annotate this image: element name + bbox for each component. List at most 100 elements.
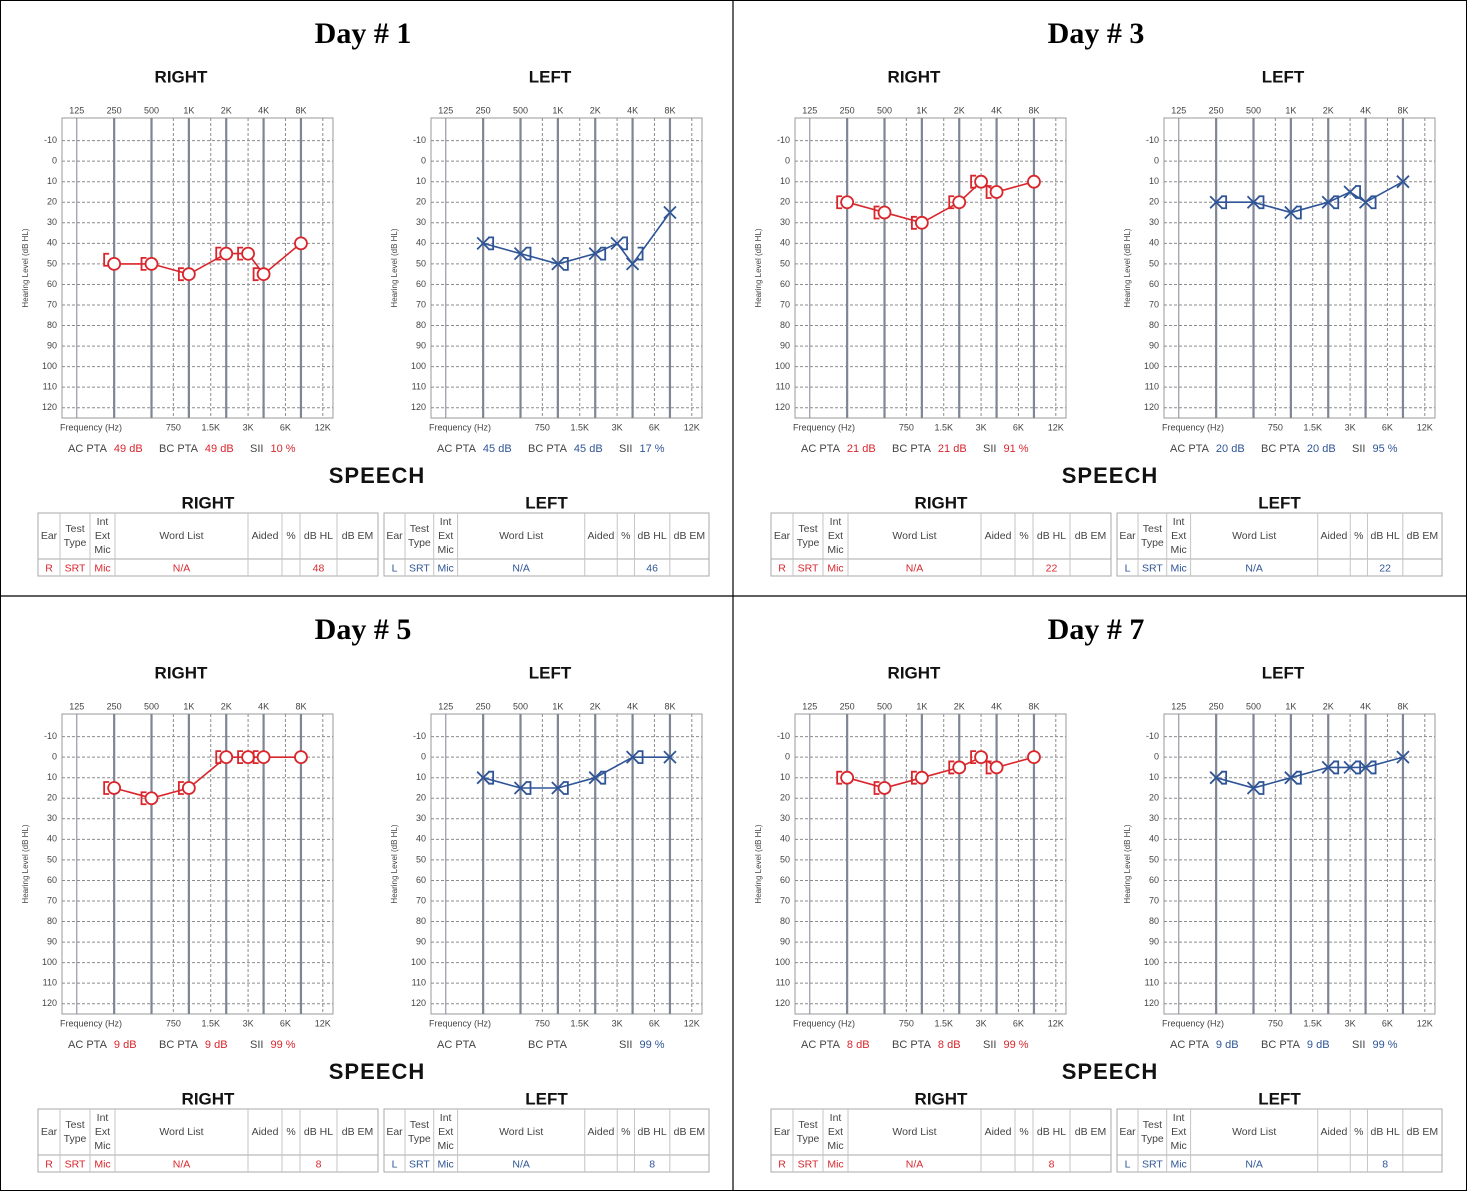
column-header: Type <box>1141 537 1164 549</box>
y-tick-label: 60 <box>47 875 57 885</box>
bc-marker <box>252 267 259 282</box>
x-axis-label: Frequency (Hz) <box>429 422 491 432</box>
x-tick-label: 2K <box>1323 701 1334 711</box>
x-axis-label: Frequency (Hz) <box>1162 1018 1224 1028</box>
table-cell: Mic <box>437 1158 453 1170</box>
y-tick-label: 40 <box>1149 238 1159 248</box>
summary-label: SII <box>1352 1039 1365 1051</box>
column-header: dB EM <box>674 530 706 542</box>
bc-marker <box>1258 195 1265 210</box>
y-tick-label: 80 <box>1149 320 1159 330</box>
table-cell: SRT <box>1142 1158 1163 1170</box>
y-axis-label: Hearing Level (dB HL) <box>390 228 399 307</box>
summary-label: AC PTA <box>68 443 108 455</box>
table-title: RIGHT <box>915 1089 969 1108</box>
x-tick-label: 1K <box>1285 701 1296 711</box>
chart-title: RIGHT <box>888 67 942 86</box>
y-tick-label: 60 <box>1149 279 1159 289</box>
summary-label: BC PTA <box>159 1039 199 1051</box>
ac-marker <box>513 781 528 795</box>
table-cell: L <box>1125 562 1131 574</box>
y-tick-label: 50 <box>780 258 790 268</box>
y-tick-label: 120 <box>1144 402 1159 412</box>
column-header: Mic <box>437 544 453 556</box>
table-cell: L <box>392 562 398 574</box>
x-tick-label: 125 <box>69 105 84 115</box>
bc-marker <box>985 185 992 199</box>
y-tick-label: 70 <box>416 895 426 905</box>
x-tick-label: 6K <box>280 1018 291 1028</box>
y-tick-label: 80 <box>47 320 57 330</box>
ac-marker <box>256 267 271 282</box>
y-tick-label: 20 <box>416 793 426 803</box>
summary-label: AC PTA <box>1170 443 1210 455</box>
x-tick-label: 1.5K <box>934 422 953 432</box>
column-header: Ext <box>828 530 843 542</box>
x-tick-label: 500 <box>144 701 159 711</box>
table-frame <box>383 1108 710 1173</box>
summary-label: SII <box>619 443 632 455</box>
y-tick-label: 100 <box>775 957 790 967</box>
column-header: Test <box>798 1119 817 1131</box>
column-header: dB HL <box>304 1126 333 1138</box>
y-tick-label: 110 <box>43 978 57 988</box>
plot-area <box>430 117 703 419</box>
column-header: Word List <box>892 1126 936 1138</box>
y-tick-label: -10 <box>1146 731 1159 741</box>
column-header: Word List <box>499 1126 543 1138</box>
column-header: Word List <box>1232 530 1276 542</box>
ac-marker <box>144 791 159 806</box>
x-tick-label: 8K <box>295 105 306 115</box>
bc-marker <box>873 205 880 220</box>
bc-marker <box>948 195 955 210</box>
table-frame <box>770 512 1112 577</box>
x-tick-label: 4K <box>991 701 1002 711</box>
bc-marker <box>525 246 532 261</box>
x-tick-label: 125 <box>438 701 453 711</box>
x-tick-label: 2K <box>954 105 965 115</box>
column-header: Ear <box>1119 530 1136 542</box>
x-axis-label: Frequency (Hz) <box>793 1018 855 1028</box>
x-tick-label: 1K <box>183 105 194 115</box>
x-tick-label: 2K <box>954 701 965 711</box>
x-tick-label: 500 <box>513 701 528 711</box>
y-tick-label: 120 <box>1144 998 1159 1008</box>
table-frame <box>1116 512 1443 577</box>
column-header: Type <box>797 537 820 549</box>
table-cell: SRT <box>798 562 819 574</box>
x-tick-label: 750 <box>535 1018 550 1028</box>
column-header: Test <box>1143 523 1162 535</box>
x-tick-label: 3K <box>976 1018 987 1028</box>
table-title: RIGHT <box>915 493 969 512</box>
y-tick-label: 90 <box>780 340 790 350</box>
ac-marker <box>663 205 677 220</box>
chart-title: LEFT <box>529 663 572 682</box>
column-header: Aided <box>252 530 279 542</box>
y-tick-label: 40 <box>1149 834 1159 844</box>
column-header: dB EM <box>342 1126 374 1138</box>
x-tick-label: 1K <box>552 105 563 115</box>
ac-marker <box>914 215 929 230</box>
ac-marker <box>1358 195 1373 209</box>
y-axis-label: Hearing Level (dB HL) <box>390 824 399 903</box>
x-tick-label: 3K <box>612 422 623 432</box>
y-tick-label: -10 <box>1146 135 1159 145</box>
summary-value: 49 dB <box>114 443 143 455</box>
x-tick-label: 1K <box>916 105 927 115</box>
y-tick-label: 90 <box>1149 340 1159 350</box>
x-tick-label: 500 <box>513 105 528 115</box>
chart-title: LEFT <box>529 67 572 86</box>
bc-marker <box>622 236 628 251</box>
y-tick-label: 120 <box>775 998 790 1008</box>
bc-marker <box>525 781 532 795</box>
column-header: Ear <box>41 530 58 542</box>
column-header: Ext <box>95 1126 110 1138</box>
column-header: dB EM <box>1075 1126 1107 1138</box>
table-cell: N/A <box>173 1158 191 1170</box>
x-tick-label: 1.5K <box>1303 422 1322 432</box>
table-title: LEFT <box>525 1089 568 1108</box>
y-tick-label: 20 <box>47 793 57 803</box>
summary-value: 21 dB <box>847 443 876 455</box>
y-tick-label: 30 <box>47 813 57 823</box>
